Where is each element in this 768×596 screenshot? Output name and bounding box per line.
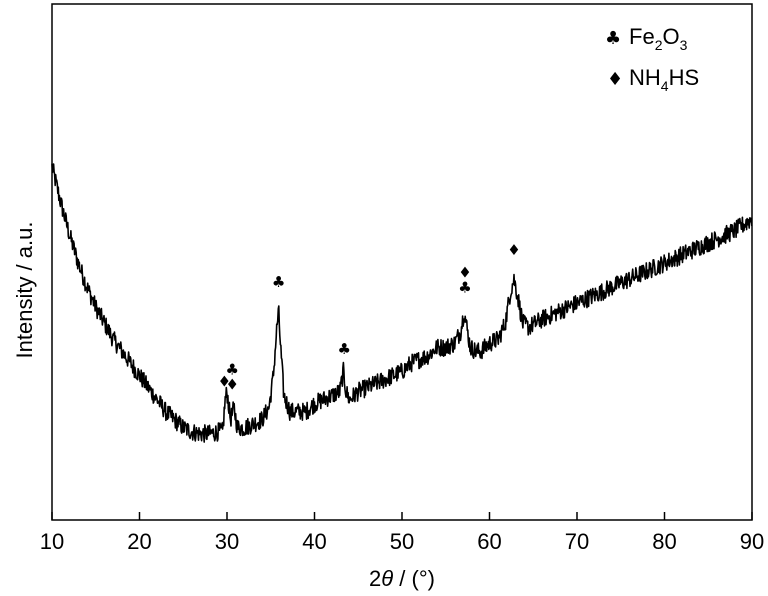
x-tick-label: 20: [127, 529, 151, 554]
x-axis-label: 2θ / (°): [369, 566, 435, 591]
diamond-icon: ♦: [226, 376, 239, 394]
x-axis-tick-labels: 10 20 30 40 50 60 70 80 90: [40, 529, 764, 554]
x-tick-label: 50: [390, 529, 414, 554]
club-icon: ♣: [458, 278, 471, 296]
legend-item-fe2o3: ♣ Fe2O3: [605, 24, 688, 53]
peak-annotations: ♦♣♦♣♣♦♣♦: [218, 241, 521, 394]
x-axis-ticks: [51, 512, 753, 520]
x-tick-label: 80: [652, 529, 676, 554]
x-tick-label: 90: [740, 529, 764, 554]
diamond-icon: ♦: [607, 69, 623, 90]
x-tick-label: 40: [302, 529, 326, 554]
club-icon: ♣: [272, 273, 285, 291]
diamond-icon: ♦: [458, 263, 471, 281]
club-icon: ♣: [226, 361, 239, 379]
y-axis-label: Intensity / a.u.: [12, 222, 37, 359]
legend-label-nh4hs: NH4HS: [629, 65, 699, 94]
diamond-icon: ♦: [507, 241, 520, 259]
x-tick-label: 70: [565, 529, 589, 554]
legend-item-nh4hs: ♦ NH4HS: [607, 65, 699, 94]
x-tick-label: 10: [40, 529, 64, 554]
x-tick-label: 30: [215, 529, 239, 554]
series-line-xrd-pattern: [51, 163, 753, 443]
legend: ♣ Fe2O3 ♦ NH4HS: [605, 24, 699, 94]
club-icon: ♣: [338, 340, 351, 358]
club-icon: ♣: [605, 28, 621, 49]
x-tick-label: 60: [477, 529, 501, 554]
legend-label-fe2o3: Fe2O3: [629, 24, 688, 53]
diamond-icon: ♦: [218, 372, 231, 390]
